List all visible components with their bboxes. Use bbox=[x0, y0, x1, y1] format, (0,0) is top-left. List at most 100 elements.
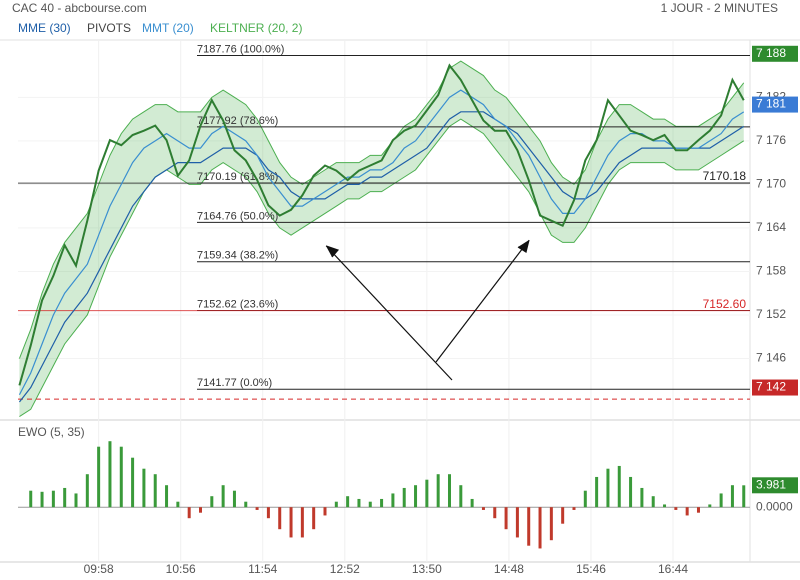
y-tick-label: 7 170 bbox=[756, 177, 786, 191]
ewo-bar bbox=[176, 501, 180, 508]
period: 1 JOUR - 2 MINUTES bbox=[661, 1, 778, 15]
pivot-label: 7152.62 (23.6%) bbox=[197, 298, 278, 310]
price-tag-label: 7 188 bbox=[756, 46, 786, 60]
x-tick-label: 15:46 bbox=[576, 562, 606, 576]
ewo-bar bbox=[97, 446, 101, 508]
pivot-label: 7187.76 (100.0%) bbox=[197, 43, 284, 55]
ewo-tag-label: 3.981 bbox=[756, 477, 786, 491]
moving-average bbox=[18, 111, 745, 403]
price-tag bbox=[752, 45, 798, 62]
ewo-bar bbox=[470, 498, 474, 508]
ewo-bar bbox=[481, 507, 485, 510]
ewo-bar bbox=[289, 507, 293, 538]
ewo-bar bbox=[674, 507, 678, 510]
pivot-label: 7159.34 (38.2%) bbox=[197, 250, 278, 262]
ewo-bar bbox=[232, 490, 236, 508]
ewo-bar bbox=[414, 485, 418, 508]
ewo-bar bbox=[561, 507, 565, 524]
ewo-bar bbox=[583, 490, 587, 508]
annotation-arrows bbox=[325, 239, 530, 381]
y-tick-label: 7 158 bbox=[756, 264, 786, 278]
ewo-bar bbox=[266, 507, 270, 519]
ewo-bar bbox=[663, 504, 667, 508]
ewo-bar bbox=[719, 493, 723, 508]
price-tag-label: 7 181 bbox=[756, 97, 786, 111]
ewo-bar bbox=[63, 487, 67, 508]
ewo-bar bbox=[730, 485, 734, 508]
ewo-bar bbox=[595, 476, 599, 508]
ewo-bar bbox=[549, 507, 553, 541]
ewo-bar bbox=[504, 507, 508, 530]
ewo-bar bbox=[436, 474, 440, 508]
ewo-bar bbox=[142, 468, 146, 508]
ewo-bar bbox=[131, 457, 135, 508]
panel-title: EWO (5, 35) bbox=[18, 425, 85, 439]
y-tick-label: 7 176 bbox=[756, 133, 786, 147]
ewo-bar bbox=[153, 474, 157, 508]
ewo-bar bbox=[380, 498, 384, 508]
ewo-bar bbox=[527, 507, 531, 546]
ewo-bar bbox=[459, 485, 463, 508]
ewo-bar bbox=[312, 507, 316, 530]
ewo-bar bbox=[493, 507, 497, 519]
legend-entry: MME (30) bbox=[18, 21, 71, 35]
x-tick-label: 16:44 bbox=[658, 562, 688, 576]
y-tick-label: 0.0000 bbox=[756, 499, 793, 513]
ewo-tag bbox=[752, 477, 798, 494]
chart-title: CAC 40 - abcbourse.com bbox=[12, 1, 147, 15]
price-line bbox=[18, 63, 745, 386]
ewo-bar bbox=[244, 501, 248, 508]
ewo-bar bbox=[221, 485, 225, 508]
ewo-bar bbox=[51, 490, 55, 508]
ewo-bar bbox=[708, 504, 712, 508]
ewo-bar bbox=[300, 507, 304, 538]
ewo-bar bbox=[742, 485, 746, 508]
ewo-bar bbox=[572, 507, 576, 510]
ewo-bar bbox=[425, 479, 429, 508]
legend-entry: PIVOTS bbox=[87, 21, 131, 35]
ewo-bar bbox=[187, 507, 191, 519]
ewo-bar bbox=[108, 441, 112, 508]
pivot-label: 7177.92 (78.6%) bbox=[197, 115, 278, 127]
level-label: 7170.18 bbox=[703, 169, 747, 183]
legend-entry: KELTNER (20, 2) bbox=[210, 21, 302, 35]
ewo-bar bbox=[346, 496, 350, 508]
y-tick-label: 7 146 bbox=[756, 351, 786, 365]
ewo-bar bbox=[651, 496, 655, 508]
ewo-bar bbox=[210, 496, 214, 508]
ewo-bar bbox=[538, 507, 542, 549]
price-tag-label: 7 142 bbox=[756, 380, 786, 394]
ewo-bar bbox=[640, 487, 644, 508]
ewo-bar bbox=[447, 474, 451, 508]
ewo-bar bbox=[74, 493, 78, 508]
y-tick-label: 7 152 bbox=[756, 307, 786, 321]
ewo-bar bbox=[515, 507, 519, 538]
ewo-bar bbox=[85, 474, 89, 508]
ewo-bar bbox=[617, 465, 621, 508]
ewo-bar bbox=[119, 446, 123, 508]
ewo-bar bbox=[40, 491, 44, 508]
y-tick-label: 7 164 bbox=[756, 220, 786, 234]
x-tick-label: 09:58 bbox=[84, 562, 114, 576]
price-tag bbox=[752, 96, 798, 113]
ewo-bar bbox=[606, 468, 610, 508]
ewo-bar bbox=[334, 501, 338, 508]
band-fill bbox=[19, 61, 744, 417]
x-tick-label: 11:54 bbox=[248, 562, 277, 576]
x-tick-label: 12:52 bbox=[330, 562, 360, 576]
x-tick-label: 13:50 bbox=[412, 562, 442, 576]
moving-average bbox=[18, 89, 745, 396]
ewo-bar bbox=[629, 476, 633, 508]
ewo-bar bbox=[391, 493, 395, 508]
ewo-bar bbox=[199, 507, 202, 513]
band-upper bbox=[18, 60, 745, 359]
ewo-bar bbox=[357, 498, 361, 508]
price-tag bbox=[752, 379, 798, 396]
ewo-bar bbox=[278, 507, 282, 530]
ewo-bar bbox=[696, 507, 700, 513]
ewo-bar bbox=[685, 507, 689, 516]
band-lower bbox=[19, 118, 745, 417]
legend-entry: MMT (20) bbox=[142, 21, 194, 35]
ewo-bar bbox=[255, 507, 259, 510]
